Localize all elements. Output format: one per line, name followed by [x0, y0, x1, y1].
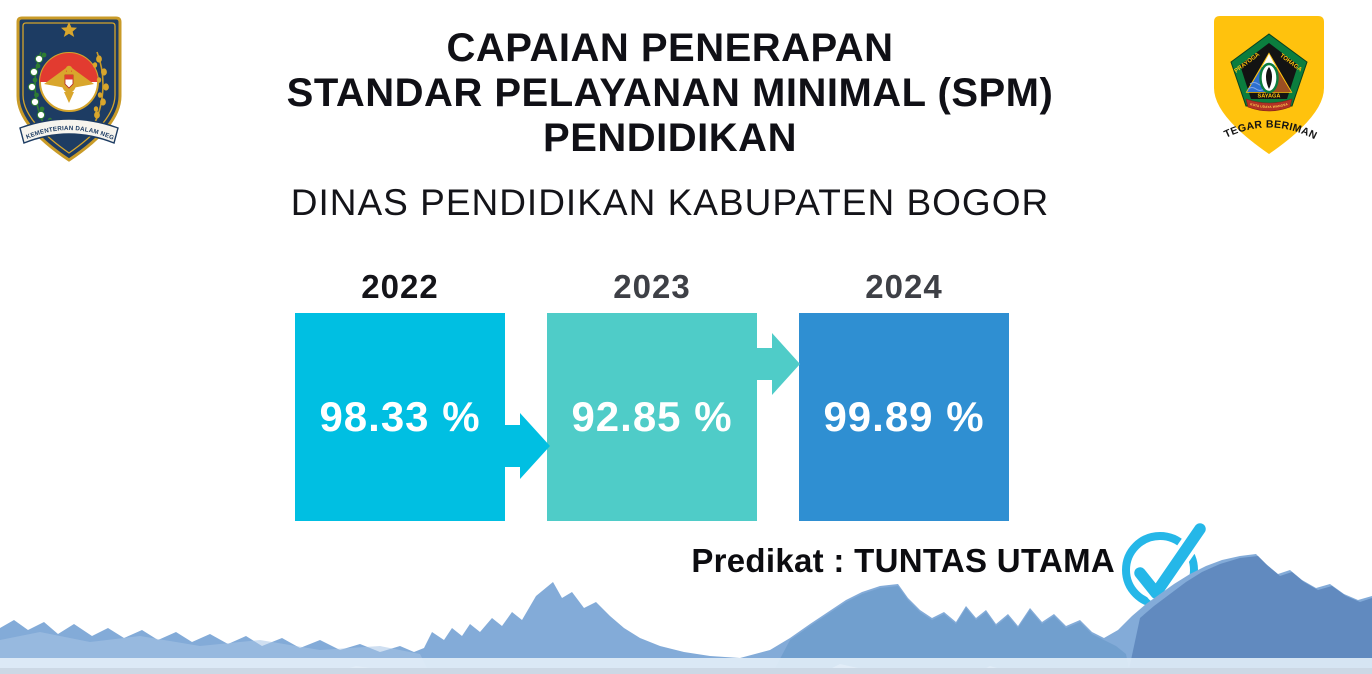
mountain-footer-graphic — [0, 554, 1372, 674]
star-icon — [61, 22, 77, 37]
bogor-banner — [1245, 98, 1293, 112]
arrow-2023-to-2024-icon — [757, 333, 800, 395]
kemendagri-banner — [19, 118, 119, 144]
predikat-label: Predikat : TUNTAS UTAMA — [691, 542, 1115, 579]
year-label-2024: 2024 — [865, 268, 943, 305]
value-box-2023: 92.85 % — [547, 313, 757, 521]
value-label-2022: 98.33 % — [319, 393, 481, 440]
kabupaten-bogor-logo: PRAYOGA TOHAGA SAYAGA KUTA UDAYA WANGSA … — [1214, 16, 1324, 154]
value-label-2024: 99.89 % — [823, 393, 985, 440]
cotton-branch-icon — [27, 51, 53, 131]
svg-text:KUTA UDAYA WANGSA: KUTA UDAYA WANGSA — [1250, 102, 1289, 109]
bogor-banner-text: KUTA UDAYA WANGSA — [1250, 102, 1289, 109]
mountain-base-strip — [0, 668, 1372, 674]
mountain-mid-cluster — [772, 586, 1130, 674]
kemendagri-logo: KEMENTERIAN DALAM NEGERI — [8, 10, 122, 162]
year-label-2023: 2023 — [613, 268, 691, 305]
title-line-2: STANDAR PELAYANAN MINIMAL (SPM) — [286, 71, 1054, 115]
page-subtitle: DINAS PENDIDIKAN KABUPATEN BOGOR — [290, 182, 1050, 223]
value-box-2024: 99.89 % — [799, 313, 1009, 521]
year-label-2022: 2022 — [361, 268, 439, 305]
page-title: CAPAIAN PENERAPAN STANDAR PELAYANAN MINI… — [130, 26, 1210, 161]
mountain-right-massif — [1128, 556, 1372, 674]
bogor-text-sayaga: SAYAGA — [1258, 94, 1281, 100]
value-label-2023: 92.85 % — [571, 393, 733, 440]
title-line-1: CAPAIAN PENERAPAN — [446, 26, 894, 70]
kujang-icon — [1265, 67, 1273, 89]
title-line-3: PENDIDIKAN — [543, 116, 797, 160]
value-box-2022: 98.33 % — [295, 313, 505, 521]
garuda-icon — [44, 65, 94, 103]
arrow-2022-to-2023-icon — [503, 413, 550, 479]
